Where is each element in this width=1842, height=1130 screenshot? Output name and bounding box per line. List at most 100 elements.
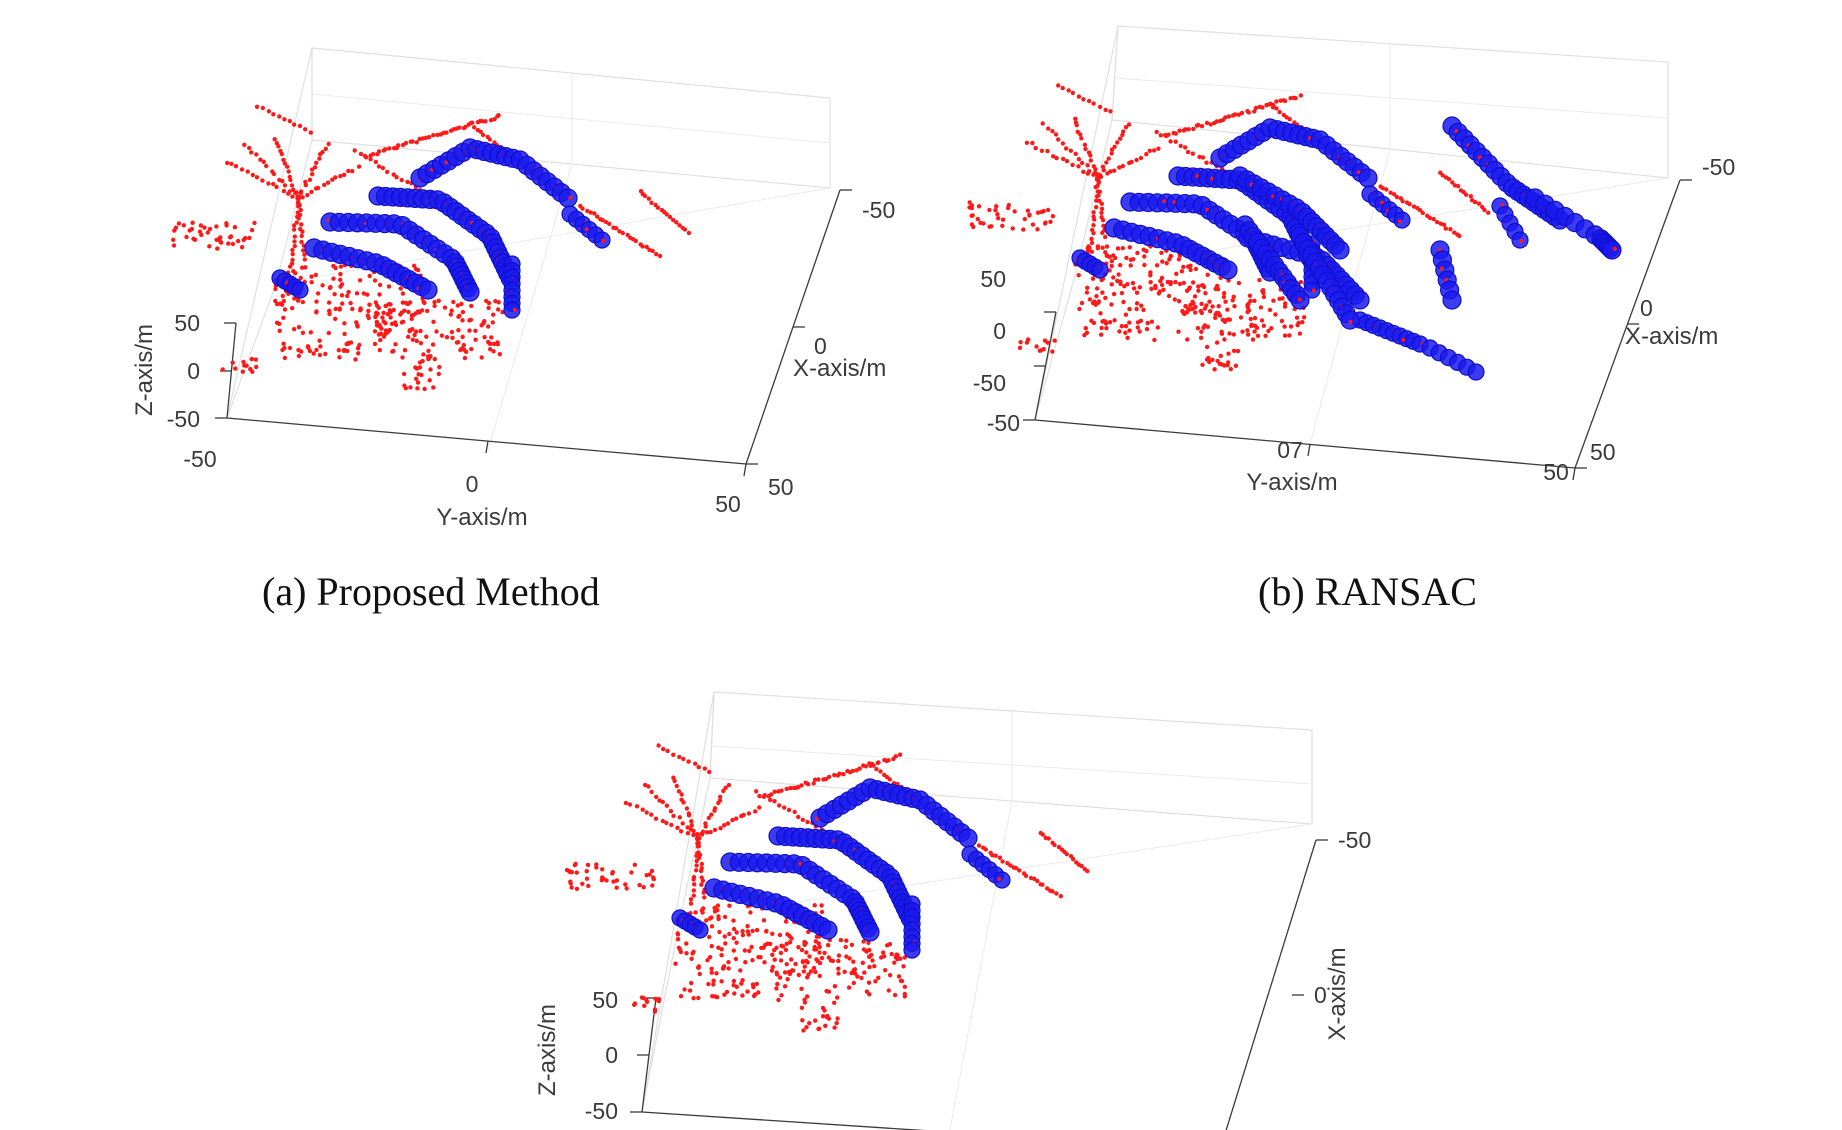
ground-point bbox=[1000, 217, 1006, 222]
ground-point bbox=[665, 748, 670, 754]
ground-point bbox=[1168, 139, 1173, 144]
ground-point bbox=[1190, 280, 1196, 285]
ground-point bbox=[836, 953, 842, 958]
ground-point bbox=[431, 133, 436, 138]
ground-point bbox=[368, 157, 373, 162]
ground-point bbox=[793, 961, 798, 967]
ground-point bbox=[1220, 317, 1226, 322]
ground-point bbox=[613, 226, 619, 231]
ground-point bbox=[1058, 894, 1064, 899]
ground-point bbox=[779, 993, 784, 998]
ground-point bbox=[753, 809, 758, 814]
ground-point bbox=[716, 945, 721, 950]
ground-point bbox=[1295, 322, 1300, 328]
ground-point bbox=[1096, 179, 1102, 184]
ground-point bbox=[1273, 312, 1278, 317]
ground-point bbox=[592, 211, 597, 216]
ground-point bbox=[1434, 219, 1440, 225]
ground-point bbox=[1158, 278, 1163, 284]
ground-point bbox=[637, 882, 642, 888]
ground-point bbox=[633, 238, 638, 244]
ground-point bbox=[1085, 285, 1090, 290]
ground-point bbox=[320, 283, 325, 288]
ground-point bbox=[1060, 141, 1066, 146]
ground-point bbox=[851, 980, 856, 986]
ground-point bbox=[1068, 148, 1074, 153]
ground-point bbox=[417, 310, 422, 315]
ground-point bbox=[1142, 254, 1147, 259]
ground-point bbox=[1070, 856, 1076, 862]
panel-b-x-tick: 0 bbox=[1640, 295, 1653, 321]
ground-point bbox=[318, 344, 323, 349]
ground-point bbox=[305, 192, 310, 198]
panel-b-z-tick: 0 bbox=[993, 318, 1006, 344]
ground-point bbox=[287, 174, 292, 180]
ground-point bbox=[656, 997, 662, 1002]
ground-point bbox=[1085, 868, 1090, 874]
ground-point bbox=[994, 204, 999, 209]
ground-point bbox=[789, 936, 794, 941]
ground-point bbox=[1248, 316, 1254, 322]
ground-point bbox=[339, 282, 345, 287]
ground-point bbox=[723, 941, 728, 946]
ground-point bbox=[704, 830, 710, 835]
ground-point bbox=[1232, 304, 1237, 309]
ground-point bbox=[841, 772, 846, 777]
ground-point bbox=[1094, 198, 1099, 203]
ground-point bbox=[712, 806, 718, 811]
ground-point bbox=[303, 127, 308, 132]
ground-point bbox=[707, 769, 712, 775]
panel-c-z-axis-label: Z-axis/m bbox=[534, 1004, 561, 1096]
ground-point bbox=[651, 875, 656, 880]
ground-point bbox=[450, 335, 455, 340]
ground-point bbox=[644, 244, 649, 250]
ground-point bbox=[836, 971, 841, 976]
ground-point bbox=[699, 882, 704, 887]
ground-point bbox=[1400, 199, 1405, 204]
ground-point bbox=[629, 870, 634, 875]
ground-point bbox=[783, 947, 789, 953]
ground-point bbox=[398, 312, 403, 317]
ground-point bbox=[1130, 280, 1136, 286]
ground-point bbox=[624, 886, 629, 891]
ground-point bbox=[337, 306, 342, 311]
ground-point bbox=[800, 1018, 805, 1023]
ground-point bbox=[1129, 159, 1134, 165]
ground-point bbox=[649, 812, 654, 817]
ground-point bbox=[805, 819, 810, 825]
ground-point bbox=[786, 807, 792, 813]
ground-point bbox=[679, 797, 684, 802]
ground-point bbox=[426, 134, 432, 140]
ground-point bbox=[224, 221, 229, 226]
ground-point bbox=[676, 789, 682, 794]
ground-point bbox=[682, 987, 687, 992]
ground-point bbox=[398, 286, 403, 291]
ground-point bbox=[400, 291, 406, 296]
ground-point bbox=[850, 768, 855, 774]
ground-point bbox=[1025, 208, 1031, 213]
ground-point bbox=[1103, 250, 1108, 255]
ground-point bbox=[280, 293, 285, 299]
ground-point bbox=[1118, 263, 1123, 268]
ground-point bbox=[779, 943, 784, 948]
ground-point bbox=[1219, 362, 1224, 367]
ground-point bbox=[862, 970, 867, 975]
ground-point bbox=[847, 956, 852, 961]
ground-point bbox=[696, 840, 701, 846]
ground-point bbox=[967, 200, 972, 205]
ground-point bbox=[1202, 323, 1208, 328]
detected-point bbox=[1442, 290, 1462, 310]
ground-point bbox=[600, 867, 605, 872]
ground-point bbox=[757, 805, 762, 810]
ground-point bbox=[1115, 246, 1121, 251]
ground-point bbox=[1144, 152, 1149, 157]
ground-point bbox=[456, 314, 461, 319]
ground-point bbox=[281, 341, 286, 346]
ground-point bbox=[405, 179, 410, 185]
ground-point bbox=[289, 183, 295, 188]
ground-point bbox=[603, 219, 608, 225]
ground-point bbox=[1073, 120, 1079, 125]
ground-point bbox=[326, 330, 331, 336]
ground-point bbox=[260, 178, 265, 183]
ground-point bbox=[306, 345, 311, 350]
